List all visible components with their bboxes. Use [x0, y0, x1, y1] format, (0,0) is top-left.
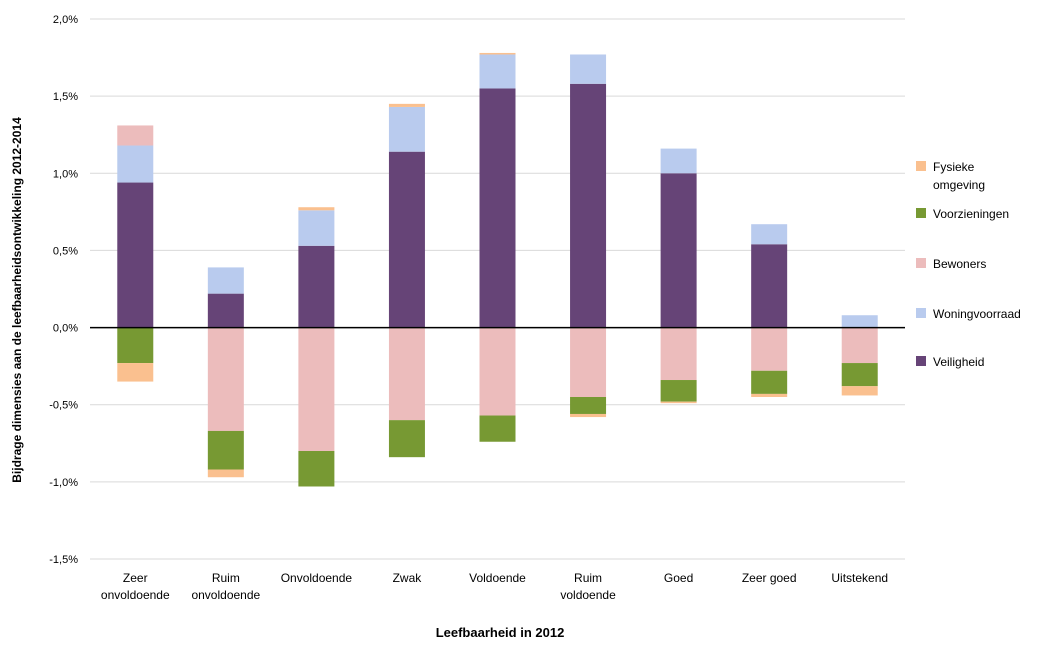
legend-label: omgeving: [933, 178, 985, 192]
legend-label: Veiligheid: [933, 355, 984, 369]
bar-segment-fysieke-omgeving: [117, 363, 154, 382]
bar-segment-veiligheid: [751, 244, 788, 328]
legend-label: Fysieke: [933, 160, 975, 174]
legend: Fysieke omgeving Voorzieningen Bewoners Woni…: [916, 160, 1021, 369]
bar-segment-woningvoorraad: [660, 148, 697, 174]
bar-segment-voorzieningen: [479, 415, 516, 442]
y-tick-label: 0,5%: [53, 245, 78, 257]
bar-segment-woningvoorraad: [841, 315, 878, 328]
x-tick-label: onvoldoende: [191, 588, 260, 602]
y-tick-label: -1,0%: [49, 477, 78, 489]
y-axis-title: Bijdrage dimensies aan de leefbaarheidso…: [10, 117, 24, 483]
bar-segment-fysieke-omgeving: [479, 52, 516, 55]
bar-segment-voorzieningen: [751, 370, 788, 394]
x-tick-label: Onvoldoende: [281, 571, 353, 585]
bar-segment-veiligheid: [479, 88, 516, 328]
x-tick-label: Uitstekend: [831, 571, 888, 585]
bar-segment-fysieke-omgeving: [298, 207, 335, 211]
bar-segment-woningvoorraad: [207, 267, 244, 294]
bar-segment-bewoners: [298, 327, 335, 451]
legend-swatch: [916, 208, 926, 218]
bar-segment-veiligheid: [207, 293, 244, 328]
bar-segment-voorzieningen: [388, 420, 425, 458]
bar-segment-fysieke-omgeving: [751, 393, 788, 397]
bar-segment-bewoners: [479, 327, 516, 416]
bar-segment-woningvoorraad: [388, 106, 425, 152]
x-tick-label: onvoldoende: [101, 588, 170, 602]
x-tick-label: Zeer goed: [742, 571, 797, 585]
x-axis-ticks: Zeer onvoldoende Ruim onvoldoende Onvoldoend…: [101, 571, 888, 602]
bar-segment-veiligheid: [298, 245, 335, 328]
bar-segment-voorzieningen: [207, 430, 244, 470]
y-tick-label: 1,5%: [53, 91, 78, 103]
legend-swatch: [916, 308, 926, 318]
bar-segment-bewoners: [117, 125, 154, 146]
bar-segment-fysieke-omgeving: [207, 469, 244, 478]
bar-segment-voorzieningen: [298, 451, 335, 487]
bar-segment-voorzieningen: [841, 363, 878, 387]
bar-segment-fysieke-omgeving: [570, 413, 607, 418]
legend-label: Woningvoorraad: [933, 307, 1021, 321]
y-tick-label: 0,0%: [53, 323, 78, 335]
legend-label: Bewoners: [933, 257, 986, 271]
bar-segment-bewoners: [388, 327, 425, 421]
bar-segment-veiligheid: [117, 182, 154, 328]
legend-label: Voorzieningen: [933, 207, 1009, 221]
x-tick-label: Zeer: [123, 571, 148, 585]
legend-swatch: [916, 356, 926, 366]
bar-segment-bewoners: [841, 327, 878, 364]
x-tick-label: Goed: [664, 571, 693, 585]
y-tick-label: 2,0%: [53, 14, 78, 26]
x-tick-label: voldoende: [560, 588, 616, 602]
bar-segment-woningvoorraad: [298, 210, 335, 246]
x-tick-label: Ruim: [212, 571, 240, 585]
legend-swatch: [916, 258, 926, 268]
y-tick-label: -0,5%: [49, 400, 78, 412]
bar-segment-voorzieningen: [570, 397, 607, 414]
bar-segment-voorzieningen: [117, 327, 154, 364]
legend-swatch: [916, 161, 926, 171]
bar-segment-woningvoorraad: [479, 54, 516, 89]
bar-segment-fysieke-omgeving: [660, 401, 697, 404]
x-tick-label: Voldoende: [469, 571, 526, 585]
bar-segment-voorzieningen: [660, 380, 697, 402]
bars: [117, 52, 878, 487]
bar-segment-veiligheid: [388, 151, 425, 328]
x-axis-title: Leefbaarheid in 2012: [436, 625, 565, 640]
x-tick-label: Ruim: [574, 571, 602, 585]
x-tick-label: Zwak: [393, 571, 423, 585]
bar-segment-bewoners: [660, 327, 697, 381]
bar-segment-bewoners: [751, 327, 788, 371]
bar-segment-woningvoorraad: [570, 54, 607, 84]
y-axis-ticks: -1,5% -1,0% -0,5% 0,0% 0,5% 1,0% 1,5% 2,0%: [49, 14, 78, 566]
bar-segment-veiligheid: [570, 83, 607, 328]
bar-segment-fysieke-omgeving: [388, 103, 425, 107]
bar-segment-woningvoorraad: [117, 145, 154, 183]
bar-segment-bewoners: [207, 327, 244, 431]
bar-segment-woningvoorraad: [751, 224, 788, 245]
y-tick-label: 1,0%: [53, 168, 78, 180]
bar-segment-veiligheid: [660, 173, 697, 328]
bar-segment-fysieke-omgeving: [841, 386, 878, 396]
bar-segment-bewoners: [570, 327, 607, 397]
y-tick-label: -1,5%: [49, 554, 78, 566]
